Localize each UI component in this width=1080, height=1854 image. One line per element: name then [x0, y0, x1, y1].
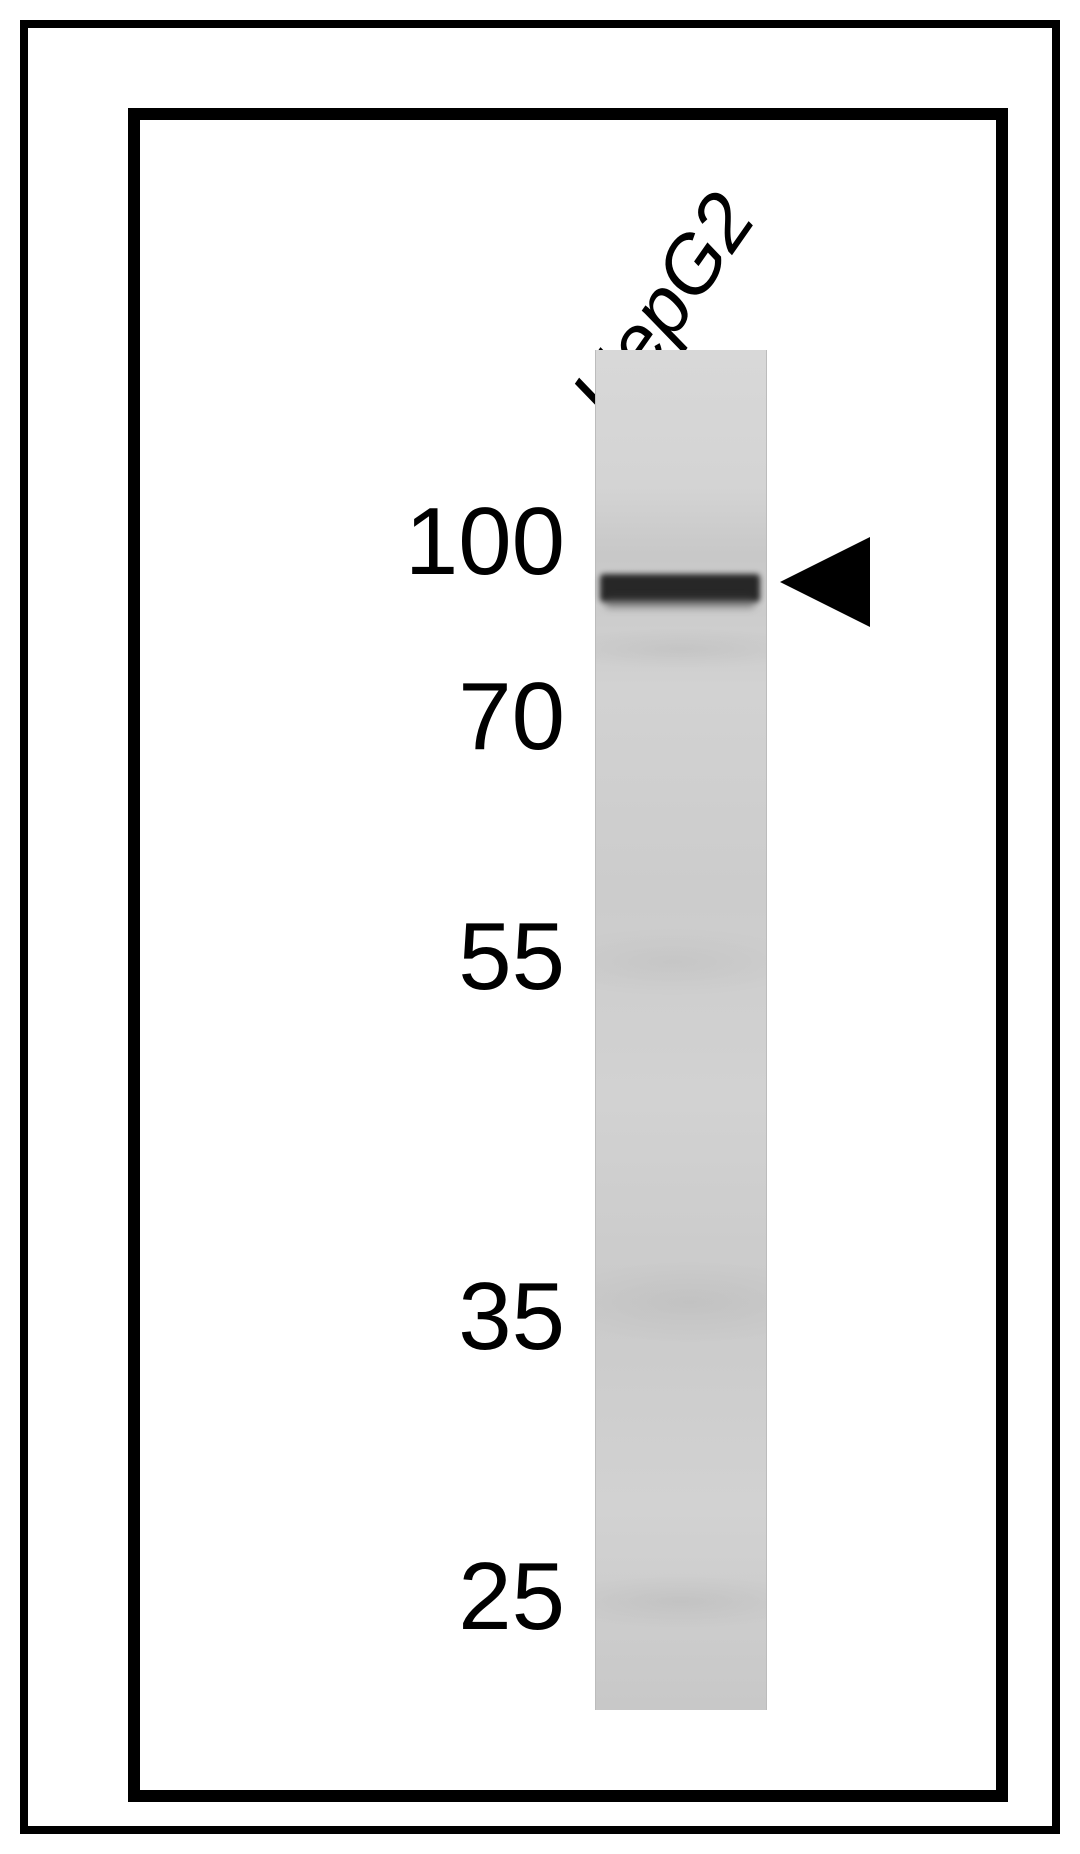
- band-pointer-arrow-icon: [780, 537, 870, 627]
- mw-label: 35: [305, 1262, 565, 1372]
- mw-label: 70: [305, 662, 565, 772]
- mw-label: 100: [305, 487, 565, 597]
- western-blot-panel: HepG2 100 70 55 35 25: [128, 108, 1008, 1802]
- gel-lane: [595, 350, 767, 1710]
- lane-texture: [596, 350, 766, 1710]
- blot-band-smear: [605, 598, 755, 608]
- mw-label: 55: [305, 902, 565, 1012]
- outer-frame: HepG2 100 70 55 35 25: [20, 20, 1060, 1834]
- mw-label: 25: [305, 1542, 565, 1652]
